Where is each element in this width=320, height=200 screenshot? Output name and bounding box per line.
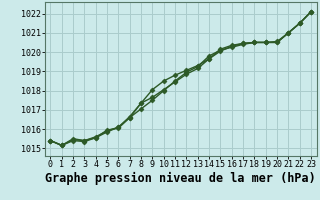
X-axis label: Graphe pression niveau de la mer (hPa): Graphe pression niveau de la mer (hPa) — [45, 172, 316, 185]
